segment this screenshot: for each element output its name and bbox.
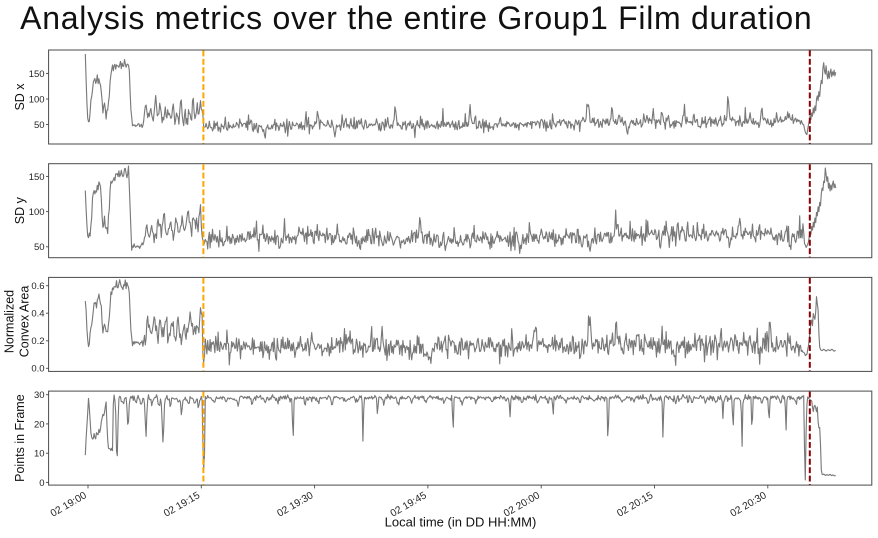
svg-text:Analysis metrics over the enti: Analysis metrics over the entire Group1 … [20, 0, 812, 36]
svg-text:SD x: SD x [13, 83, 27, 111]
svg-text:Points in Frame: Points in Frame [13, 394, 27, 482]
svg-text:0.2: 0.2 [31, 336, 44, 347]
svg-text:50: 50 [34, 242, 45, 253]
svg-text:30: 30 [34, 390, 45, 401]
svg-text:SD y: SD y [13, 196, 27, 224]
svg-text:Normalized: Normalized [3, 290, 17, 353]
svg-text:150: 150 [29, 69, 45, 80]
svg-text:0: 0 [39, 478, 44, 489]
svg-text:20: 20 [34, 419, 45, 430]
svg-text:0.4: 0.4 [31, 309, 44, 320]
svg-text:150: 150 [29, 172, 45, 183]
svg-text:0.6: 0.6 [31, 281, 44, 292]
svg-text:100: 100 [29, 207, 45, 218]
svg-text:Convex Area: Convex Area [17, 286, 31, 358]
svg-text:100: 100 [29, 94, 45, 105]
svg-text:Local time (in DD HH:MM): Local time (in DD HH:MM) [385, 515, 537, 530]
svg-text:0.0: 0.0 [31, 364, 44, 375]
svg-text:50: 50 [34, 120, 45, 131]
svg-text:10: 10 [34, 449, 45, 460]
